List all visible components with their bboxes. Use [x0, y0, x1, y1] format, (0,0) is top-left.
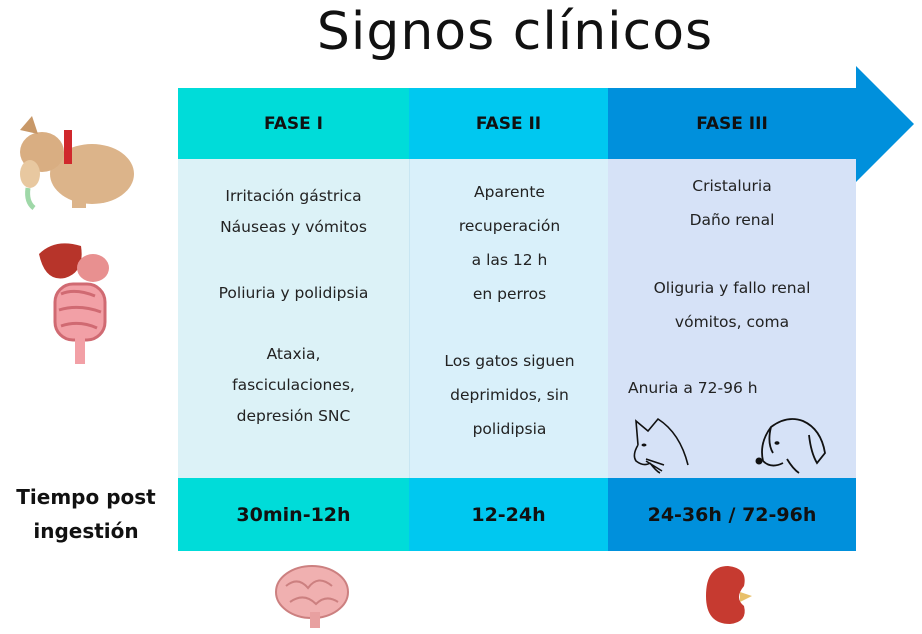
- dog-head-icon: [755, 418, 826, 474]
- phase-3-time: 24-36h / 72-96h: [608, 478, 856, 551]
- phase-1-header: FASE I: [178, 88, 409, 159]
- time-label-line: Tiempo post: [16, 485, 156, 509]
- page-title: Signos clínicos: [316, 2, 714, 62]
- brain-icon: [275, 565, 349, 628]
- phase-2-header: FASE II: [409, 88, 608, 159]
- sign: a las 12 h: [471, 251, 548, 269]
- sign: en perros: [472, 285, 547, 303]
- phase-1-signs: Irritación gástrica Náuseas y vómitos Po…: [178, 159, 409, 478]
- sign: Cristaluria: [692, 177, 772, 195]
- sign: fasciculaciones,: [232, 376, 355, 394]
- vomiting-dog-icon: [20, 116, 134, 210]
- sign: deprimidos, sin: [450, 386, 569, 404]
- sign: vómitos, coma: [674, 313, 790, 331]
- sign: Oliguria y fallo renal: [653, 279, 811, 297]
- sign: Irritación gástrica: [225, 187, 362, 205]
- kidney-icon: [706, 566, 752, 624]
- sign: Aparente: [474, 183, 545, 201]
- sign: Daño renal: [689, 211, 775, 229]
- arrow-icon: [850, 66, 914, 182]
- cat-head-icon: [633, 417, 689, 474]
- sign: Náuseas y vómitos: [220, 218, 367, 236]
- sign: Ataxia,: [266, 345, 321, 363]
- phase-3-header: FASE III: [608, 88, 856, 159]
- time-label: Tiempo post ingestión: [0, 480, 172, 548]
- sign: depresión SNC: [236, 407, 351, 425]
- sign: polidipsia: [472, 420, 547, 438]
- time-label-line: ingestión: [33, 519, 139, 543]
- phase-2-time: 12-24h: [409, 478, 608, 551]
- digestive-organs-icon: [39, 243, 109, 364]
- phase-3-signs: Cristaluria Daño renal Oliguria y fallo …: [608, 159, 856, 478]
- sign: Anuria a 72-96 h: [628, 379, 758, 397]
- sign: Los gatos siguen: [444, 352, 575, 370]
- sign: Poliuria y polidipsia: [218, 284, 369, 302]
- sign: recuperación: [458, 217, 561, 235]
- phase-1-time: 30min-12h: [178, 478, 409, 551]
- phase-2-signs: Aparente recuperación a las 12 h en perr…: [409, 159, 609, 478]
